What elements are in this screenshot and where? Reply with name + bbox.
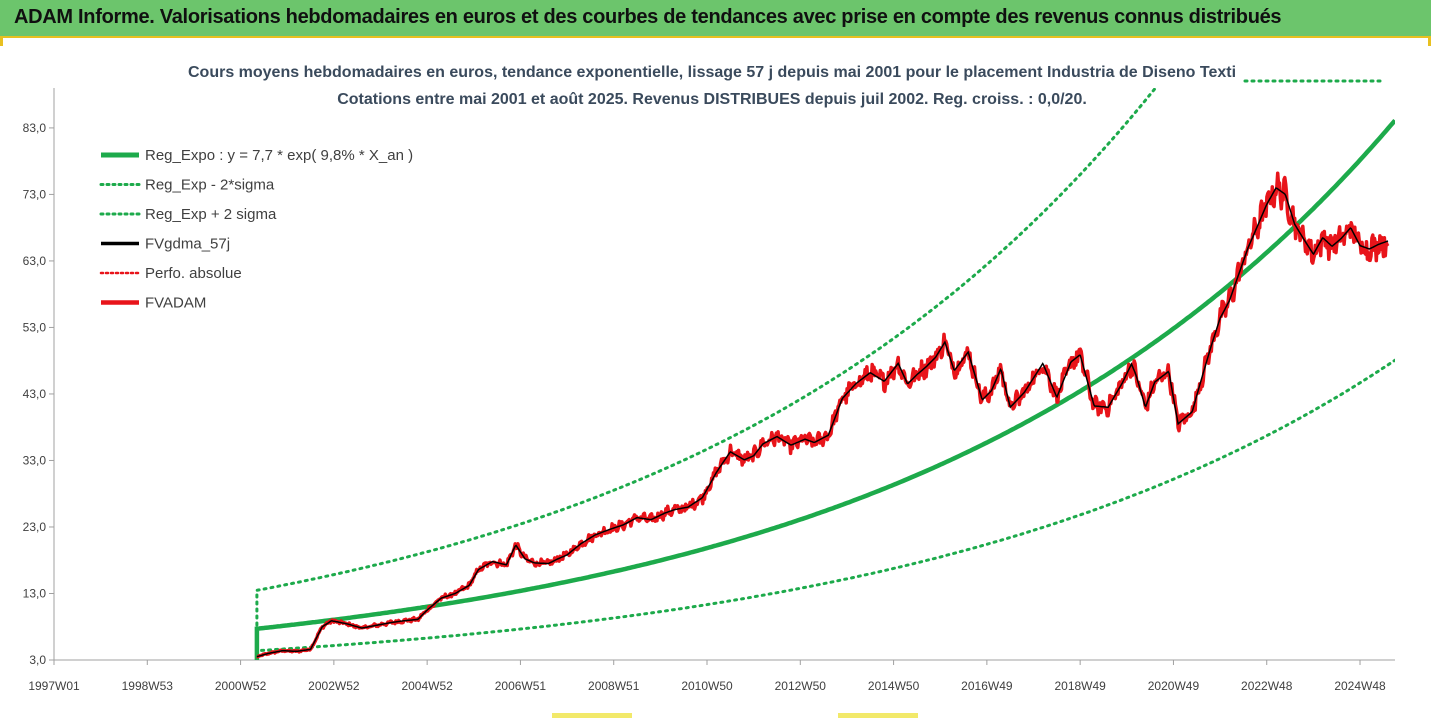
report-title: ADAM Informe. Valorisations hebdomadaire…: [14, 6, 1282, 28]
series-trend_low: [255, 358, 1395, 660]
y-tick-label: 33,0: [23, 453, 47, 467]
chart-titles: Cours moyens hebdomadaires en euros, ten…: [188, 64, 1236, 108]
y-tick-label: 13,0: [23, 586, 47, 600]
x-tick-label: 2008W51: [588, 679, 640, 693]
legend-label-trend_high: Reg_Exp + 2 sigma: [145, 206, 277, 223]
x-tick-label: 2002W52: [308, 679, 360, 693]
y-tick-label: 43,0: [23, 387, 47, 401]
x-tick-label: 2022W48: [1241, 679, 1293, 693]
series-trend: [254, 118, 1395, 660]
corner-marker-left: [0, 36, 3, 46]
axes: 3,0 13,0 23,0 33,0 43,0 53,0 63,0 73,0 83,0 1997W…: [23, 88, 1395, 693]
legend-label-price: FVADAM: [145, 295, 206, 312]
bottom-tab-left: [552, 713, 632, 718]
x-tick-label: 2018W49: [1054, 679, 1106, 693]
legend: Reg_Expo : y = 7,7 * exp( 9,8% * X_an ) R…: [99, 147, 413, 312]
series-fvgdma: [256, 187, 1389, 658]
report-banner: ADAM Informe. Valorisations hebdomadaire…: [0, 0, 1431, 38]
y-tick-label: 83,0: [23, 121, 47, 135]
legend-label-trend: Reg_Expo : y = 7,7 * exp( 9,8% * X_an ): [145, 147, 413, 164]
y-tick-label: 63,0: [23, 254, 47, 268]
x-tick-label: 2004W52: [401, 679, 453, 693]
x-tick-label: 2010W50: [681, 679, 733, 693]
legend-label-perfo: Perfo. absolue: [145, 265, 242, 282]
y-tick-label: 53,0: [23, 320, 47, 334]
corner-marker-right: [1428, 36, 1431, 46]
x-tick-label: 1997W01: [28, 679, 80, 693]
bottom-tab-right: [838, 713, 918, 718]
x-tick-label: 2014W50: [868, 679, 920, 693]
series-trend_high: [255, 88, 1158, 660]
y-tick-label: 23,0: [23, 520, 47, 534]
chart-area: Cours moyens hebdomadaires en euros, ten…: [23, 64, 1395, 693]
x-tick-label: 2006W51: [495, 679, 547, 693]
series-fvadam: [256, 171, 1390, 659]
chart-subtitle: Cotations entre mai 2001 et août 2025. R…: [337, 91, 1087, 108]
x-tick-label: 2020W49: [1148, 679, 1200, 693]
x-tick-label: 2000W52: [215, 679, 267, 693]
series-layer: [254, 88, 1395, 660]
chart-title: Cours moyens hebdomadaires en euros, ten…: [188, 64, 1236, 81]
x-tick-label: 1998W53: [122, 679, 174, 693]
x-tick-label: 2016W49: [961, 679, 1013, 693]
y-tick-label: 3,0: [29, 653, 46, 667]
legend-label-smooth: FVgdma_57j: [145, 236, 230, 253]
y-tick-label: 73,0: [23, 187, 47, 201]
legend-label-trend_low: Reg_Exp - 2*sigma: [145, 177, 275, 194]
x-tick-label: 2012W50: [775, 679, 827, 693]
x-tick-label: 2024W48: [1334, 679, 1386, 693]
